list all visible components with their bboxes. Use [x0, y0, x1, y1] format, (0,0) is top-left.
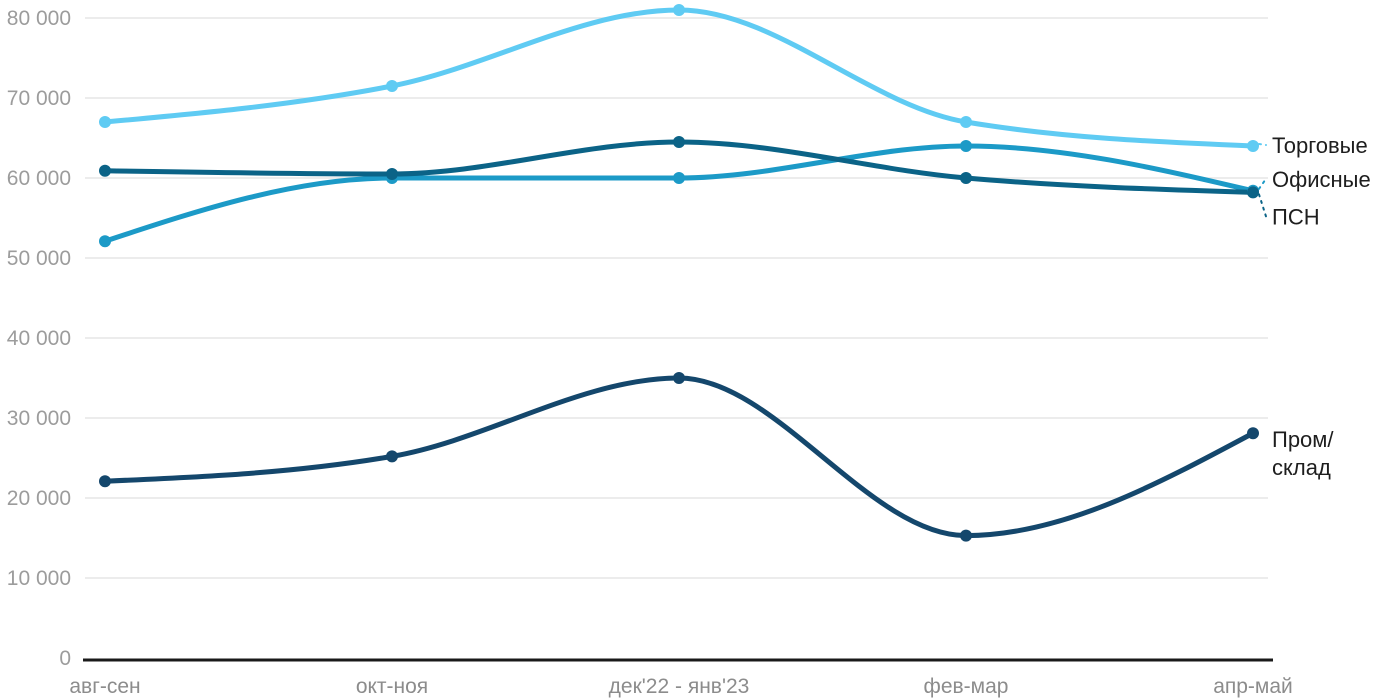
data-point-prom-sklad-0[interactable]: [99, 475, 111, 488]
data-point-psn-1[interactable]: [386, 168, 398, 180]
x-axis-tick-label: фев-мар: [924, 675, 1009, 698]
data-point-psn-3[interactable]: [960, 172, 972, 184]
data-point-torgovye-0[interactable]: [99, 116, 111, 128]
series-line-torgovye: [102, 7, 1256, 149]
data-point-torgovye-2[interactable]: [673, 4, 685, 16]
y-axis-tick-label: 0: [59, 647, 71, 670]
data-point-prom-sklad-4[interactable]: [1247, 427, 1259, 440]
x-axis-tick-label: окт-ноя: [356, 675, 428, 698]
series-label-psn: ПСН: [1272, 204, 1320, 229]
data-point-ofisnye-3[interactable]: [960, 140, 972, 152]
label-connector-torgovye: [1258, 143, 1267, 146]
y-axis-tick-label: 80 000: [7, 7, 71, 30]
x-axis-tick-label: апр-май: [1213, 675, 1293, 698]
series-line-psn: [102, 139, 1256, 195]
series-line-prom-sklad: [102, 375, 1256, 539]
x-axis-tick-label: авг-сен: [69, 675, 140, 698]
data-point-ofisnye-2[interactable]: [673, 172, 685, 184]
y-axis-tick-label: 70 000: [7, 87, 71, 110]
series-label-ofisnye: Офисные: [1272, 167, 1371, 192]
series-label-prom-sklad: Пром/склад: [1272, 427, 1334, 480]
label-connector-psn: [1258, 193, 1267, 218]
data-point-prom-sklad-2[interactable]: [673, 372, 685, 384]
data-point-psn-2[interactable]: [673, 136, 685, 148]
data-point-torgovye-4[interactable]: [1247, 140, 1259, 152]
series-line-ofisnye: [102, 143, 1256, 244]
data-point-torgovye-1[interactable]: [386, 80, 398, 92]
series-label-torgovye: Торговые: [1272, 133, 1368, 158]
data-point-psn-0[interactable]: [99, 164, 111, 177]
data-point-ofisnye-0[interactable]: [99, 235, 111, 248]
label-connector-ofisnye: [1258, 177, 1267, 190]
data-point-prom-sklad-3[interactable]: [960, 529, 972, 542]
y-axis-tick-label: 20 000: [7, 487, 71, 510]
data-point-prom-sklad-1[interactable]: [386, 450, 398, 463]
y-axis-tick-label: 60 000: [7, 167, 71, 190]
y-axis-tick-label: 30 000: [7, 407, 71, 430]
y-axis-tick-label: 40 000: [7, 327, 71, 350]
y-axis-tick-label: 50 000: [7, 247, 71, 270]
y-axis-tick-label: 10 000: [7, 567, 71, 590]
data-point-torgovye-3[interactable]: [960, 116, 972, 128]
x-axis-tick-label: дек'22 - янв'23: [609, 675, 750, 698]
data-point-psn-4[interactable]: [1247, 186, 1259, 199]
